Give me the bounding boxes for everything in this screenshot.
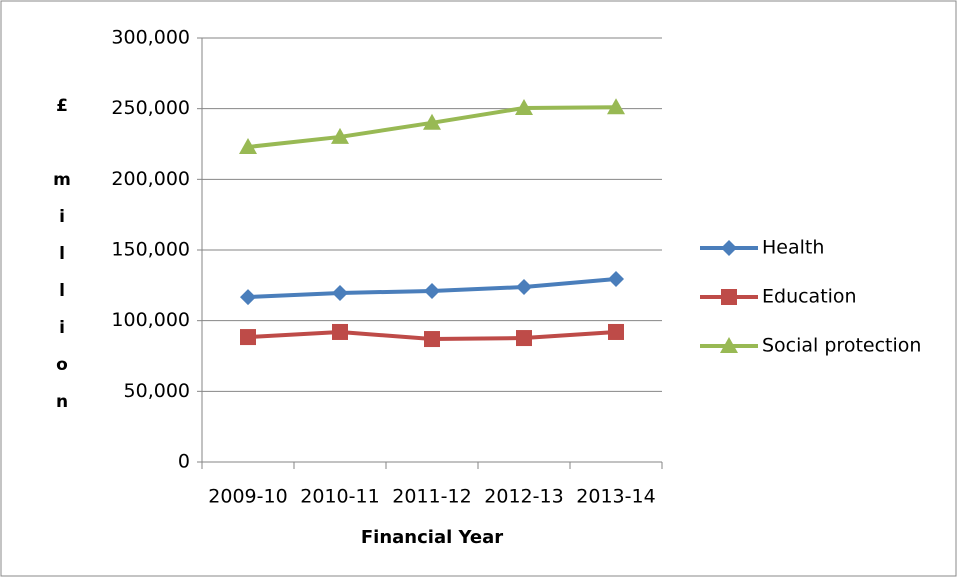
marker	[240, 289, 256, 306]
marker	[607, 98, 625, 115]
y-tick-label: 200,000	[111, 168, 190, 190]
y-tick-label: 0	[178, 451, 190, 473]
y-tick-label: 50,000	[124, 380, 190, 402]
y-tick-label: 300,000	[111, 27, 190, 49]
x-tick-label: 2010-11	[300, 486, 379, 508]
x-tick-label: 2011-12	[392, 486, 471, 508]
x-tick-label: 2013-14	[576, 486, 655, 508]
legend-label: Education	[762, 286, 857, 308]
marker	[424, 331, 440, 348]
x-tick-label: 2012-13	[484, 486, 563, 508]
marker	[515, 98, 533, 115]
y-tick-label: 100,000	[111, 309, 190, 331]
marker	[332, 323, 348, 340]
legend-label: Health	[762, 237, 824, 259]
marker	[240, 329, 256, 346]
y-axis-title: £ million	[52, 96, 72, 429]
marker	[516, 330, 532, 347]
marker	[423, 113, 441, 130]
marker	[608, 323, 624, 340]
y-tick-label: 150,000	[111, 239, 190, 261]
x-tick-label: 2009-10	[208, 486, 287, 508]
y-tick-label: 250,000	[111, 97, 190, 119]
marker	[332, 284, 348, 301]
marker	[721, 240, 737, 256]
marker	[721, 289, 737, 305]
marker	[720, 337, 738, 353]
legend-label: Social protection	[762, 335, 921, 357]
marker	[516, 279, 532, 296]
marker	[331, 127, 349, 144]
marker	[424, 282, 440, 299]
marker	[239, 137, 257, 154]
x-axis-title: Financial Year	[361, 527, 503, 548]
marker	[608, 270, 624, 287]
